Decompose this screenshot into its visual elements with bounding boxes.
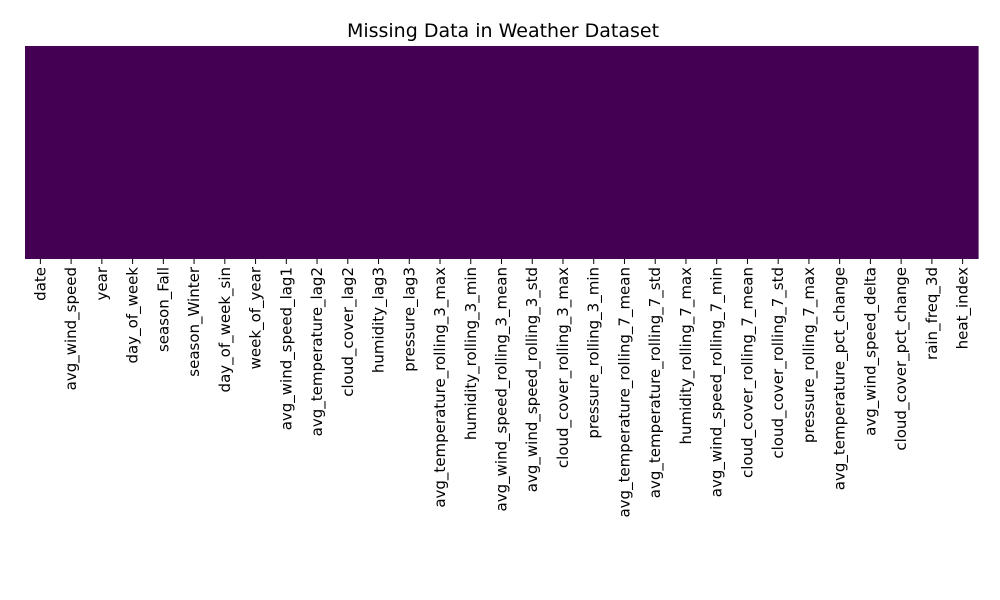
x-tick-label-avg_temperature_rolling_3_max: avg_temperature_rolling_3_max (431, 267, 450, 508)
heatmap-cell-cloud_cover_rolling_3_max (547, 46, 579, 259)
heatmap-cell-avg_wind_speed (55, 46, 88, 259)
x-tick-label-week_of_year: week_of_year (247, 266, 266, 369)
heatmap-cell-avg_wind_speed_rolling_3_mean (486, 46, 518, 259)
heatmap-cell-avg_temperature_pct_change (824, 46, 856, 259)
heatmap-cell-avg_temperature_lag2 (301, 46, 334, 259)
x-tick-label-day_of_week: day_of_week (124, 267, 143, 364)
heatmap-cell-avg_wind_speed_rolling_7_min (701, 46, 733, 259)
x-tick-label-cloud_cover_rolling_7_std: cloud_cover_rolling_7_std (769, 267, 788, 459)
heatmap-cell-avg_temperature_rolling_3_max (424, 46, 456, 259)
x-tick-label-cloud_cover_lag2: cloud_cover_lag2 (339, 267, 358, 397)
x-tick-label-cloud_cover_rolling_3_max: cloud_cover_rolling_3_max (554, 267, 573, 468)
heatmap-cell-week_of_year (240, 46, 272, 259)
heatmap-cells (25, 46, 979, 259)
heatmap-cell-season_Winter (178, 46, 211, 259)
heatmap-cell-season_Fall (147, 46, 180, 259)
heatmap-cell-pressure_rolling_3_min (578, 46, 610, 259)
x-tick-label-avg_wind_speed_lag1: avg_wind_speed_lag1 (277, 267, 296, 430)
x-tick-label-avg_wind_speed_rolling_7_min: avg_wind_speed_rolling_7_min (708, 267, 727, 497)
heatmap-cell-cloud_cover_pct_change (885, 46, 918, 259)
heatmap-cell-humidity_lag3 (363, 46, 395, 259)
heatmap-cell-pressure_rolling_7_max (793, 46, 825, 259)
heatmap-cell-avg_wind_speed_delta (855, 46, 887, 259)
x-tick-label-humidity_rolling_3_min: humidity_rolling_3_min (462, 267, 481, 440)
heatmap-cell-pressure_lag3 (393, 46, 426, 259)
x-axis-tick-labels: date avg_wind_speed year day_of_week season_… (31, 266, 972, 517)
x-tick-label-season_Fall: season_Fall (154, 267, 173, 352)
heatmap-cell-heat_index (947, 46, 979, 259)
chart-title: Missing Data in Weather Dataset (347, 20, 659, 42)
x-tick-label-heat_index: heat_index (954, 267, 973, 349)
x-axis-ticks (39, 259, 964, 264)
heatmap-cell-avg_wind_speed_lag1 (270, 46, 303, 259)
heatmap-cell-rain_freq_3d (916, 46, 948, 259)
x-tick-label-avg_wind_speed_delta: avg_wind_speed_delta (861, 267, 880, 436)
x-tick-label-day_of_week_sin: day_of_week_sin (216, 267, 235, 392)
x-tick-label-pressure_lag3: pressure_lag3 (400, 267, 419, 372)
x-tick-label-avg_wind_speed_rolling_3_std: avg_wind_speed_rolling_3_std (523, 267, 542, 492)
x-tick-label-year: year (93, 266, 111, 300)
x-tick-label-avg_temperature_lag2: avg_temperature_lag2 (308, 267, 327, 436)
x-tick-label-season_Winter: season_Winter (185, 266, 204, 377)
x-tick-label-date: date (31, 267, 49, 301)
heatmap-cell-day_of_week_sin (209, 46, 241, 259)
x-tick-label-avg_temperature_rolling_7_mean: avg_temperature_rolling_7_mean (615, 267, 634, 518)
heatmap-cell-avg_wind_speed_rolling_3_std (516, 46, 549, 259)
x-tick-label-avg_wind_speed_rolling_3_mean: avg_wind_speed_rolling_3_mean (493, 267, 512, 512)
x-tick-label-rain_freq_3d: rain_freq_3d (923, 267, 942, 360)
x-tick-label-cloud_cover_pct_change: cloud_cover_pct_change (892, 267, 911, 451)
x-tick-label-cloud_cover_rolling_7_mean: cloud_cover_rolling_7_mean (738, 267, 757, 478)
heatmap-cell-cloud_cover_rolling_7_std (762, 46, 795, 259)
heatmap-cell-cloud_cover_lag2 (332, 46, 364, 259)
x-tick-label-avg_temperature_pct_change: avg_temperature_pct_change (831, 267, 850, 490)
heatmap-cell-avg_temperature_rolling_7_std (639, 46, 672, 259)
heatmap-cell-humidity_rolling_7_max (670, 46, 702, 259)
heatmap-cell-cloud_cover_rolling_7_mean (732, 46, 764, 259)
x-tick-label-pressure_rolling_3_min: pressure_rolling_3_min (585, 267, 604, 439)
heatmap-cell-day_of_week (117, 46, 149, 259)
x-tick-label-pressure_rolling_7_max: pressure_rolling_7_max (800, 267, 819, 443)
heatmap-cell-avg_temperature_rolling_7_mean (609, 46, 641, 259)
heatmap-cell-date (25, 46, 57, 259)
x-tick-label-humidity_lag3: humidity_lag3 (370, 267, 389, 373)
x-tick-label-avg_wind_speed: avg_wind_speed (62, 267, 81, 390)
x-tick-label-humidity_rolling_7_max: humidity_rolling_7_max (677, 267, 696, 445)
heatmap-cell-year (86, 46, 118, 259)
x-tick-label-avg_temperature_rolling_7_std: avg_temperature_rolling_7_std (646, 267, 665, 498)
heatmap-cell-humidity_rolling_3_min (455, 46, 487, 259)
